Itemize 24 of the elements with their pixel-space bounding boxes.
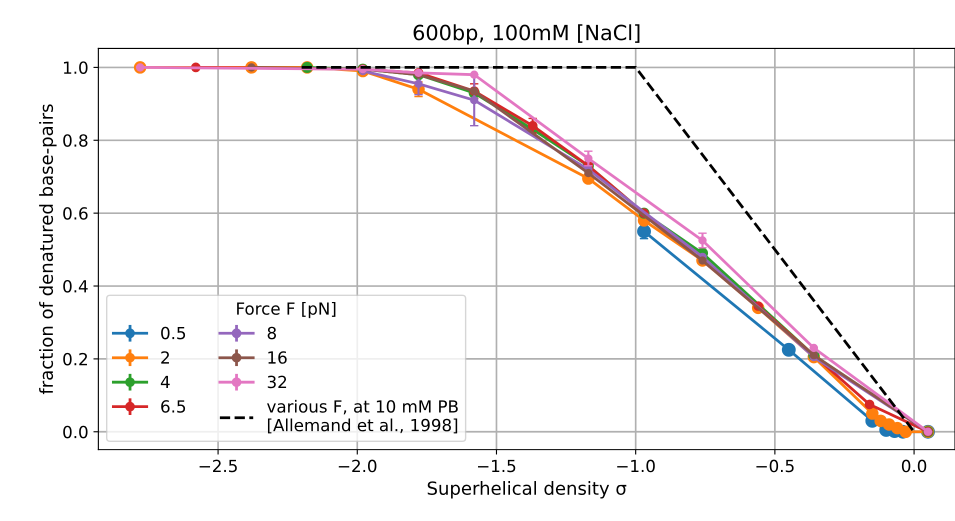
chart-title: 600bp, 100mM [NaCl] <box>414 24 640 44</box>
x-axis-title: Superhelical density σ <box>428 481 626 499</box>
legend-label: 16 <box>268 351 287 364</box>
x-tick-label: −1.0 <box>617 460 655 472</box>
legend-label: 6.5 <box>161 400 186 413</box>
legend-label: 8 <box>268 326 276 340</box>
y-tick-label: 1.0 <box>64 61 88 74</box>
x-tick-label: 0.0 <box>902 460 926 472</box>
y-axis-title: fraction of denatured base-pairs <box>39 104 57 394</box>
y-tick-label: 0.6 <box>63 207 88 220</box>
y-tick-label: 0.8 <box>63 134 88 147</box>
legend-label: 4 <box>160 376 170 388</box>
legend-label: 2 <box>161 351 169 364</box>
x-tick-label: −0.5 <box>756 460 794 472</box>
x-tick-label: −1.5 <box>478 460 516 472</box>
x-tick-label: −2.5 <box>200 460 237 472</box>
y-tick-label: 0.4 <box>63 280 88 293</box>
legend-label: 32 <box>268 376 286 388</box>
y-tick-label: 0.0 <box>63 426 88 438</box>
x-tick-label: −2.0 <box>338 460 376 472</box>
legend-title: Force F [pN] <box>237 302 336 318</box>
y-tick-label: 0.2 <box>63 352 87 366</box>
legend-label: various F, at 10 mM PB [Allemand et al., 1998] <box>267 400 458 434</box>
legend-label: 0.5 <box>161 326 186 340</box>
